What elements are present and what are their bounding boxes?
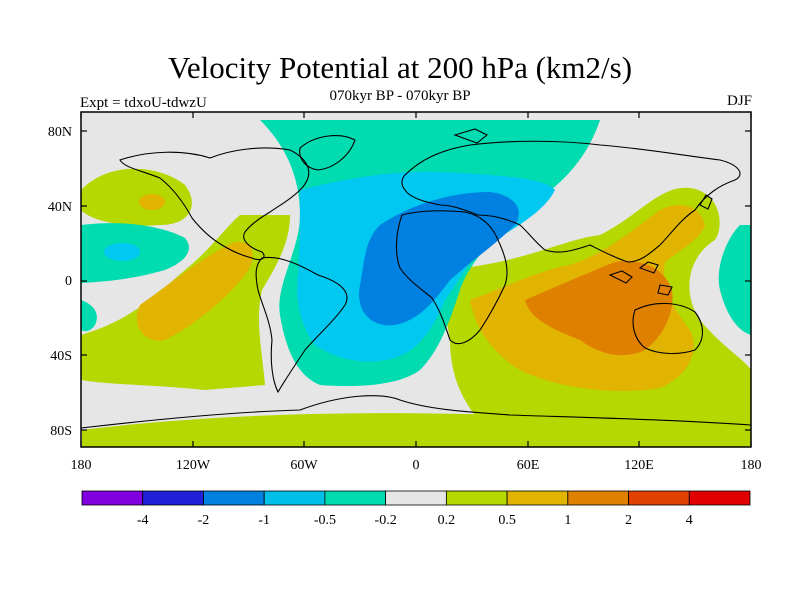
lon-tick-label: 60E	[517, 458, 540, 473]
map-subtitle: 070kyr BP - 070kyr BP	[329, 88, 471, 104]
lon-tick-label: 60W	[290, 458, 318, 473]
colorbar-swatch	[445, 490, 508, 506]
field-region	[81, 300, 97, 332]
lon-tick-label: 180	[71, 458, 92, 473]
colorbar-label: -0.5	[314, 513, 336, 528]
colorbar-swatch	[688, 490, 751, 506]
lat-tick-label: 0	[65, 274, 72, 289]
colorbar-swatch	[324, 490, 387, 506]
longitude-labels: 180 120W 60W 0 60E 120E 180	[71, 458, 762, 473]
map-field	[81, 112, 751, 447]
north-america-outline	[119, 147, 310, 261]
africa-outline	[395, 210, 508, 345]
eurasia-outline	[401, 140, 741, 263]
colorbar-label: 2	[625, 513, 632, 528]
colorbar-label: -1	[258, 513, 270, 528]
colorbar-label: -2	[198, 513, 210, 528]
lon-tick-label: 120E	[624, 458, 654, 473]
season-label: DJF	[726, 93, 752, 109]
greenland-outline	[299, 135, 356, 171]
lon-tick-label: 180	[741, 458, 762, 473]
antarctica-outline	[81, 395, 751, 429]
colorbar-label: 1	[564, 513, 571, 528]
colorbar-swatch	[81, 490, 144, 506]
experiment-label: Expt = tdxoU-tdwzU	[80, 95, 207, 111]
lon-tick-label: 120W	[176, 458, 211, 473]
axis-ticks	[80, 112, 752, 447]
coastlines	[81, 128, 751, 429]
colorbar-swatch	[142, 490, 204, 506]
colorbar-label: -0.2	[375, 513, 397, 528]
islands-outline	[453, 128, 713, 296]
lon-tick-label: 0	[413, 458, 420, 473]
colorbar-label: 0.5	[498, 513, 516, 528]
field-region	[136, 241, 253, 341]
field-region	[81, 168, 192, 226]
colorbar-swatch	[567, 490, 629, 506]
map-title: Velocity Potential at 200 hPa (km2/s)	[167, 50, 633, 85]
colorbar-swatch	[203, 490, 265, 506]
colorbar-label: 4	[686, 513, 693, 528]
colorbar-label: 0.2	[438, 513, 456, 528]
colorbar-swatch	[506, 490, 569, 506]
colorbar-label: -4	[137, 513, 149, 528]
lat-tick-label: 80S	[50, 424, 72, 439]
latitude-labels: 80N 40N 0 40S 80S	[48, 125, 72, 439]
colorbar-swatch	[263, 490, 326, 506]
south-america-outline	[255, 256, 348, 394]
field-region	[104, 243, 140, 261]
field-region	[525, 261, 673, 356]
lat-tick-label: 40S	[50, 349, 72, 364]
australia-outline	[632, 302, 704, 355]
field-region	[139, 194, 165, 210]
lat-tick-label: 80N	[48, 125, 72, 140]
colorbar-swatch	[628, 490, 690, 506]
lat-tick-label: 40N	[48, 200, 72, 215]
colorbar: -4 -2 -1 -0.5 -0.2 0.2 0.5 1 2 4	[81, 490, 751, 528]
field-region	[718, 225, 751, 335]
colorbar-swatch	[385, 490, 447, 506]
